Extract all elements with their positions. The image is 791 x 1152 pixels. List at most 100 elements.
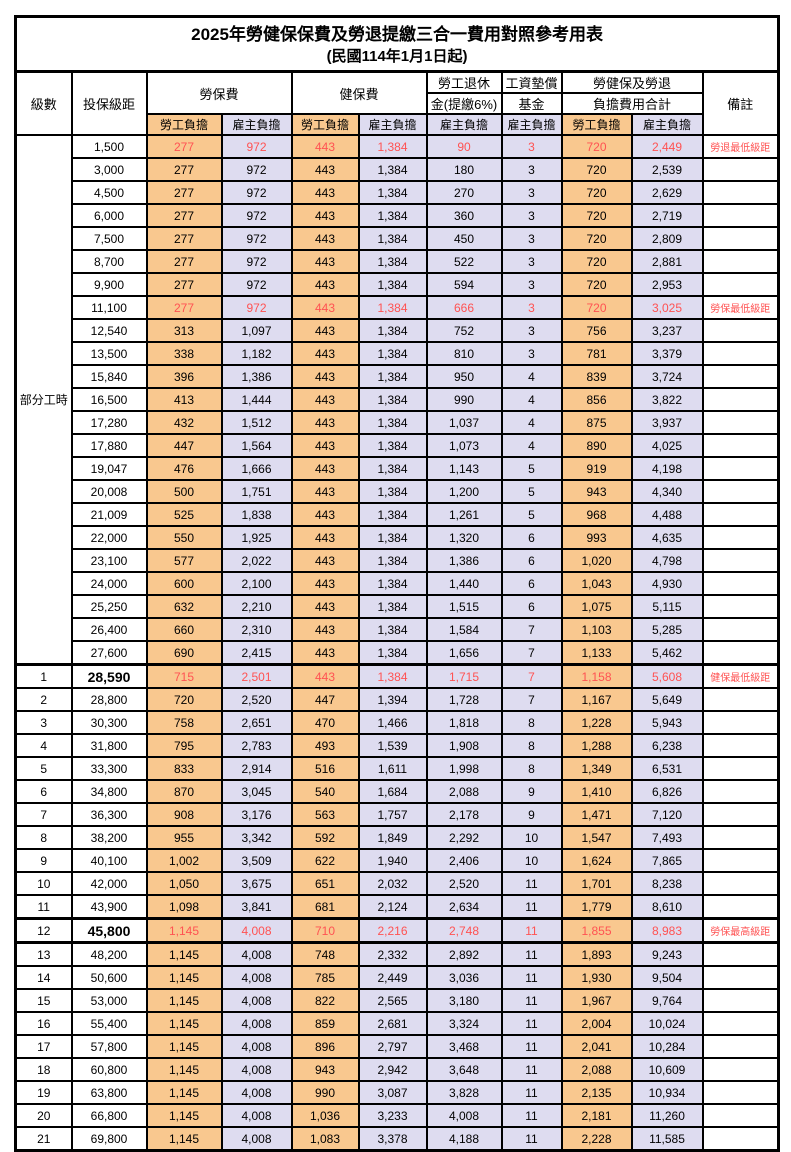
- value-cell: 2,629: [630, 180, 704, 205]
- value-cell: 1,384: [357, 226, 428, 251]
- note-cell: [701, 341, 780, 366]
- value-cell: 470: [290, 710, 360, 735]
- value-cell: 1,384: [357, 180, 428, 205]
- note-cell: [701, 802, 780, 827]
- note-cell: 健保最低級距: [701, 663, 780, 689]
- part-time-cell: 部分工時: [14, 134, 73, 666]
- value-cell: 413: [145, 387, 223, 412]
- value-cell: 1,751: [220, 479, 293, 504]
- value-cell: 2,216: [357, 917, 428, 944]
- value-cell: 715: [145, 663, 223, 689]
- value-cell: 972: [220, 134, 293, 159]
- value-cell: 1,539: [357, 733, 428, 758]
- value-cell: 2,565: [357, 988, 428, 1013]
- value-cell: 2,332: [357, 941, 428, 967]
- note-cell: [701, 249, 780, 274]
- bracket-cell: 8,700: [70, 249, 148, 274]
- value-cell: 396: [145, 364, 223, 389]
- value-cell: 3: [500, 157, 563, 182]
- value-cell: 447: [145, 433, 223, 458]
- value-cell: 4,008: [220, 965, 293, 990]
- value-cell: 5,115: [630, 594, 704, 619]
- value-cell: 972: [220, 295, 293, 320]
- value-cell: 4: [500, 364, 563, 389]
- value-cell: 443: [290, 640, 360, 666]
- bracket-cell: 3,000: [70, 157, 148, 182]
- note-cell: [701, 364, 780, 389]
- value-cell: 1,145: [145, 1080, 223, 1105]
- value-cell: 10,024: [630, 1011, 704, 1036]
- value-cell: 4,008: [220, 1103, 293, 1128]
- value-cell: 443: [290, 502, 360, 527]
- note-cell: [701, 594, 780, 619]
- note-cell: [701, 433, 780, 458]
- bracket-cell: 31,800: [70, 733, 148, 758]
- note-cell: [701, 387, 780, 412]
- value-cell: 972: [220, 272, 293, 297]
- value-cell: 3,045: [220, 779, 293, 804]
- value-cell: 8,610: [630, 894, 704, 920]
- note-cell: [701, 848, 780, 873]
- note-cell: [701, 203, 780, 228]
- level-cell: 12: [14, 917, 73, 944]
- table-row: 25,250 632 2,210 443 1,384 1,515 6 1,075 5,115: [16, 594, 780, 619]
- value-cell: 4,198: [630, 456, 704, 481]
- value-cell: 2,520: [220, 687, 293, 712]
- value-cell: 3: [500, 203, 563, 228]
- value-cell: 9,504: [630, 965, 704, 990]
- value-cell: 972: [220, 157, 293, 182]
- bracket-cell: 34,800: [70, 779, 148, 804]
- value-cell: 11: [500, 917, 563, 944]
- value-cell: 6,238: [630, 733, 704, 758]
- table-row: 23,100 577 2,022 443 1,384 1,386 6 1,020 4,798: [16, 548, 780, 573]
- value-cell: 1,384: [357, 548, 428, 573]
- value-cell: 968: [560, 502, 633, 527]
- value-cell: 2,022: [220, 548, 293, 573]
- value-cell: 1,384: [357, 525, 428, 550]
- value-cell: 3,036: [425, 965, 503, 990]
- value-cell: 1,020: [560, 548, 633, 573]
- value-cell: 11: [500, 965, 563, 990]
- value-cell: 4,008: [220, 1126, 293, 1152]
- value-cell: 1,103: [560, 617, 633, 642]
- value-cell: 1,288: [560, 733, 633, 758]
- value-cell: 2,181: [560, 1103, 633, 1128]
- value-cell: 10,284: [630, 1034, 704, 1059]
- value-cell: 1,143: [425, 456, 503, 481]
- value-cell: 11: [500, 894, 563, 920]
- value-cell: 1,228: [560, 710, 633, 735]
- table-row: 13,500 338 1,182 443 1,384 810 3 781 3,379: [16, 341, 780, 366]
- bracket-cell: 16,500: [70, 387, 148, 412]
- note-cell: [701, 1011, 780, 1036]
- value-cell: 875: [560, 410, 633, 435]
- value-cell: 11: [500, 871, 563, 896]
- col-header-wage-fund-line1: 工資墊償: [500, 70, 563, 94]
- value-cell: 493: [290, 733, 360, 758]
- value-cell: 2,135: [560, 1080, 633, 1105]
- bracket-cell: 43,900: [70, 894, 148, 920]
- value-cell: 277: [145, 134, 223, 159]
- bracket-cell: 12,540: [70, 318, 148, 343]
- value-cell: 443: [290, 387, 360, 412]
- value-cell: 450: [425, 226, 503, 251]
- value-cell: 1,757: [357, 802, 428, 827]
- table-row: 17,880 447 1,564 443 1,384 1,073 4 890 4,025: [16, 433, 780, 458]
- value-cell: 443: [290, 617, 360, 642]
- value-cell: 277: [145, 203, 223, 228]
- col-header-note: 備註: [701, 70, 780, 136]
- value-cell: 3,675: [220, 871, 293, 896]
- bracket-cell: 25,250: [70, 594, 148, 619]
- value-cell: 7,493: [630, 825, 704, 850]
- value-cell: 443: [290, 456, 360, 481]
- col-header-pension-line1: 勞工退休: [425, 70, 503, 94]
- table-row: 7,500 277 972 443 1,384 450 3 720 2,809: [16, 226, 780, 251]
- value-cell: 3,324: [425, 1011, 503, 1036]
- value-cell: 1,466: [357, 710, 428, 735]
- table-row: 12 45,800 1,145 4,008 710 2,216 2,748 11 1,855 8,…: [14, 917, 780, 944]
- value-cell: 6: [500, 548, 563, 573]
- value-cell: 822: [290, 988, 360, 1013]
- level-cell: 8: [14, 825, 73, 850]
- value-cell: 3,379: [630, 341, 704, 366]
- bracket-cell: 53,000: [70, 988, 148, 1013]
- value-cell: 1,145: [145, 1011, 223, 1036]
